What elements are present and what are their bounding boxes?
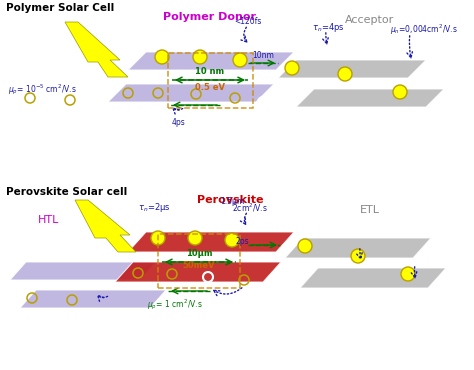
Text: <120fs: <120fs (234, 17, 261, 27)
Circle shape (285, 61, 299, 75)
Circle shape (338, 67, 352, 81)
Text: $\mu_p$= 10$^{-5}$ cm$^2$/V.s: $\mu_p$= 10$^{-5}$ cm$^2$/V.s (8, 83, 77, 97)
Text: $\mu_n$=0,004cm$^2$/V.s: $\mu_n$=0,004cm$^2$/V.s (390, 23, 458, 37)
Text: HTL: HTL (38, 215, 59, 225)
Circle shape (233, 53, 247, 67)
Text: 0.5 eV: 0.5 eV (195, 83, 225, 92)
Circle shape (225, 233, 239, 247)
Polygon shape (128, 232, 294, 252)
Text: 10μm: 10μm (186, 249, 212, 258)
Circle shape (393, 85, 407, 99)
Polygon shape (300, 268, 446, 288)
Polygon shape (10, 262, 156, 280)
Text: Perovskite Solar cell: Perovskite Solar cell (6, 187, 127, 197)
Text: 50meV: 50meV (183, 261, 215, 270)
Text: Polymer Donor: Polymer Donor (164, 12, 256, 22)
Polygon shape (296, 89, 444, 107)
Bar (158, 234, 240, 288)
Polygon shape (75, 200, 136, 252)
Circle shape (193, 50, 207, 64)
Bar (168, 53, 253, 108)
Text: 10nm: 10nm (252, 51, 274, 60)
Circle shape (151, 231, 165, 245)
Polygon shape (108, 84, 274, 102)
Text: 4ps: 4ps (172, 118, 186, 127)
Polygon shape (278, 60, 426, 78)
Text: 1.5μm: 1.5μm (220, 198, 244, 206)
Polygon shape (128, 52, 294, 70)
Text: Polymer Solar Cell: Polymer Solar Cell (6, 3, 114, 13)
Circle shape (351, 249, 365, 263)
Text: Acceptor: Acceptor (346, 15, 395, 25)
Text: ETL: ETL (360, 205, 380, 215)
Text: $\tau_n$=2μs: $\tau_n$=2μs (138, 202, 171, 215)
Text: $\tau_n$=4ps: $\tau_n$=4ps (312, 20, 345, 34)
Text: $\mu_p$= 1 cm$^2$/V.s: $\mu_p$= 1 cm$^2$/V.s (147, 297, 203, 312)
Polygon shape (285, 238, 431, 258)
Circle shape (401, 267, 415, 281)
Circle shape (155, 50, 169, 64)
Circle shape (298, 239, 312, 253)
Text: 2cm$^2$/V.s: 2cm$^2$/V.s (232, 202, 268, 214)
Circle shape (188, 231, 202, 245)
Polygon shape (65, 22, 128, 77)
Text: Perovskite: Perovskite (197, 195, 263, 205)
Text: 2ps: 2ps (236, 238, 250, 246)
Polygon shape (20, 290, 166, 308)
Polygon shape (115, 262, 281, 282)
Text: 10 nm: 10 nm (195, 67, 225, 76)
